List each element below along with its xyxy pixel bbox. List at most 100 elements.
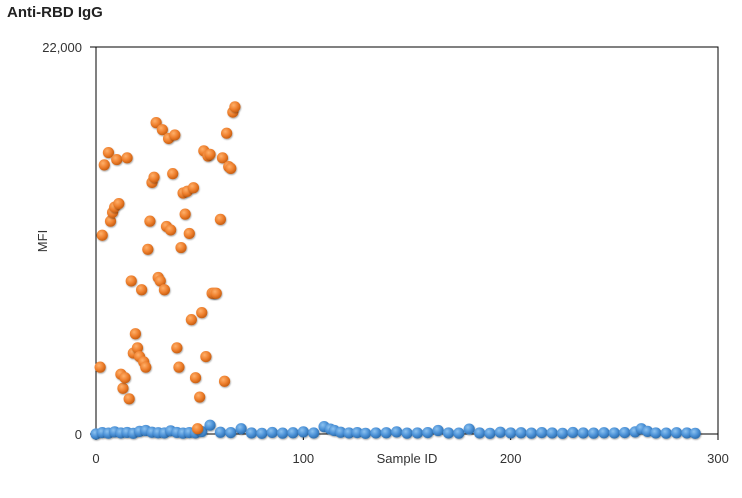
- data-point: [183, 227, 195, 240]
- x-tick-label: 100: [292, 451, 314, 466]
- data-point: [102, 146, 115, 159]
- series-blue: [90, 419, 701, 440]
- data-point: [422, 426, 434, 439]
- data-point: [221, 127, 233, 139]
- data-point: [494, 426, 506, 438]
- data-point: [308, 427, 320, 439]
- y-tick-label: 22,000: [42, 40, 82, 55]
- data-point: [165, 224, 177, 236]
- data-point: [442, 427, 455, 439]
- data-points: [90, 101, 701, 440]
- data-point: [204, 148, 216, 160]
- data-point: [129, 328, 141, 340]
- data-point: [619, 426, 631, 439]
- data-point: [117, 382, 129, 394]
- data-point: [343, 427, 355, 439]
- data-point: [463, 423, 475, 435]
- data-point: [598, 427, 610, 439]
- data-point: [689, 427, 701, 439]
- data-point: [210, 287, 222, 299]
- data-point: [525, 427, 538, 439]
- data-point: [104, 215, 117, 227]
- data-point: [411, 427, 423, 439]
- data-point: [351, 426, 363, 439]
- plot-frame: [95, 46, 719, 435]
- data-point: [131, 342, 144, 354]
- data-point: [156, 124, 168, 136]
- data-point: [277, 427, 289, 439]
- data-point: [185, 314, 197, 326]
- x-tick-label: 300: [707, 451, 729, 466]
- data-point: [169, 129, 181, 141]
- data-point: [380, 427, 392, 439]
- data-point: [179, 208, 191, 220]
- data-point: [189, 372, 202, 384]
- x-tick-label: 0: [92, 451, 99, 466]
- data-point: [641, 425, 654, 437]
- x-tick-label: 200: [500, 451, 522, 466]
- data-point: [194, 391, 206, 403]
- data-point: [577, 427, 589, 439]
- data-point: [171, 342, 183, 354]
- data-point: [200, 351, 212, 363]
- data-point: [235, 423, 247, 435]
- data-point: [556, 427, 569, 439]
- data-point: [484, 427, 496, 439]
- data-point: [245, 427, 258, 439]
- data-point: [125, 275, 137, 287]
- data-point: [567, 426, 579, 439]
- data-point: [266, 426, 278, 439]
- chart-title: Anti-RBD IgG: [7, 4, 103, 21]
- data-point: [505, 427, 517, 439]
- data-point: [287, 427, 299, 439]
- data-point: [391, 426, 403, 438]
- y-axis: 0 22,000: [42, 40, 96, 442]
- data-point: [191, 423, 204, 435]
- y-tick-label: 0: [75, 427, 82, 442]
- data-point: [401, 427, 413, 439]
- data-point: [216, 152, 229, 164]
- data-point: [546, 427, 558, 439]
- data-point: [158, 284, 171, 296]
- data-point: [256, 427, 268, 439]
- data-point: [681, 427, 693, 439]
- data-point: [650, 427, 662, 439]
- data-point: [225, 426, 237, 439]
- data-point: [148, 171, 160, 183]
- data-point: [370, 427, 382, 439]
- data-point: [123, 393, 135, 405]
- data-point: [173, 361, 185, 373]
- y-axis-label: MFI: [35, 230, 50, 252]
- data-point: [335, 426, 347, 438]
- data-point: [229, 101, 241, 113]
- data-point: [536, 426, 548, 439]
- x-axis-label: Sample ID: [377, 451, 438, 466]
- data-point: [218, 375, 231, 387]
- data-point: [111, 153, 123, 166]
- data-point: [214, 426, 226, 438]
- data-point: [121, 152, 133, 164]
- data-point: [608, 427, 620, 439]
- data-point: [136, 284, 148, 296]
- data-point: [113, 197, 125, 210]
- data-point: [670, 427, 683, 439]
- data-point: [144, 215, 156, 227]
- data-point: [119, 372, 131, 384]
- data-point: [96, 229, 108, 241]
- series-orange: [94, 101, 241, 435]
- data-point: [142, 243, 154, 255]
- data-point: [359, 427, 372, 439]
- data-point: [204, 419, 216, 431]
- data-point: [225, 162, 237, 174]
- data-point: [588, 427, 600, 439]
- data-point: [167, 168, 179, 180]
- data-point: [196, 307, 208, 319]
- data-point: [453, 427, 465, 439]
- data-point: [515, 427, 527, 439]
- data-point: [187, 182, 200, 194]
- data-point: [94, 361, 106, 373]
- data-point: [98, 159, 110, 171]
- data-point: [432, 424, 444, 437]
- data-point: [297, 426, 309, 438]
